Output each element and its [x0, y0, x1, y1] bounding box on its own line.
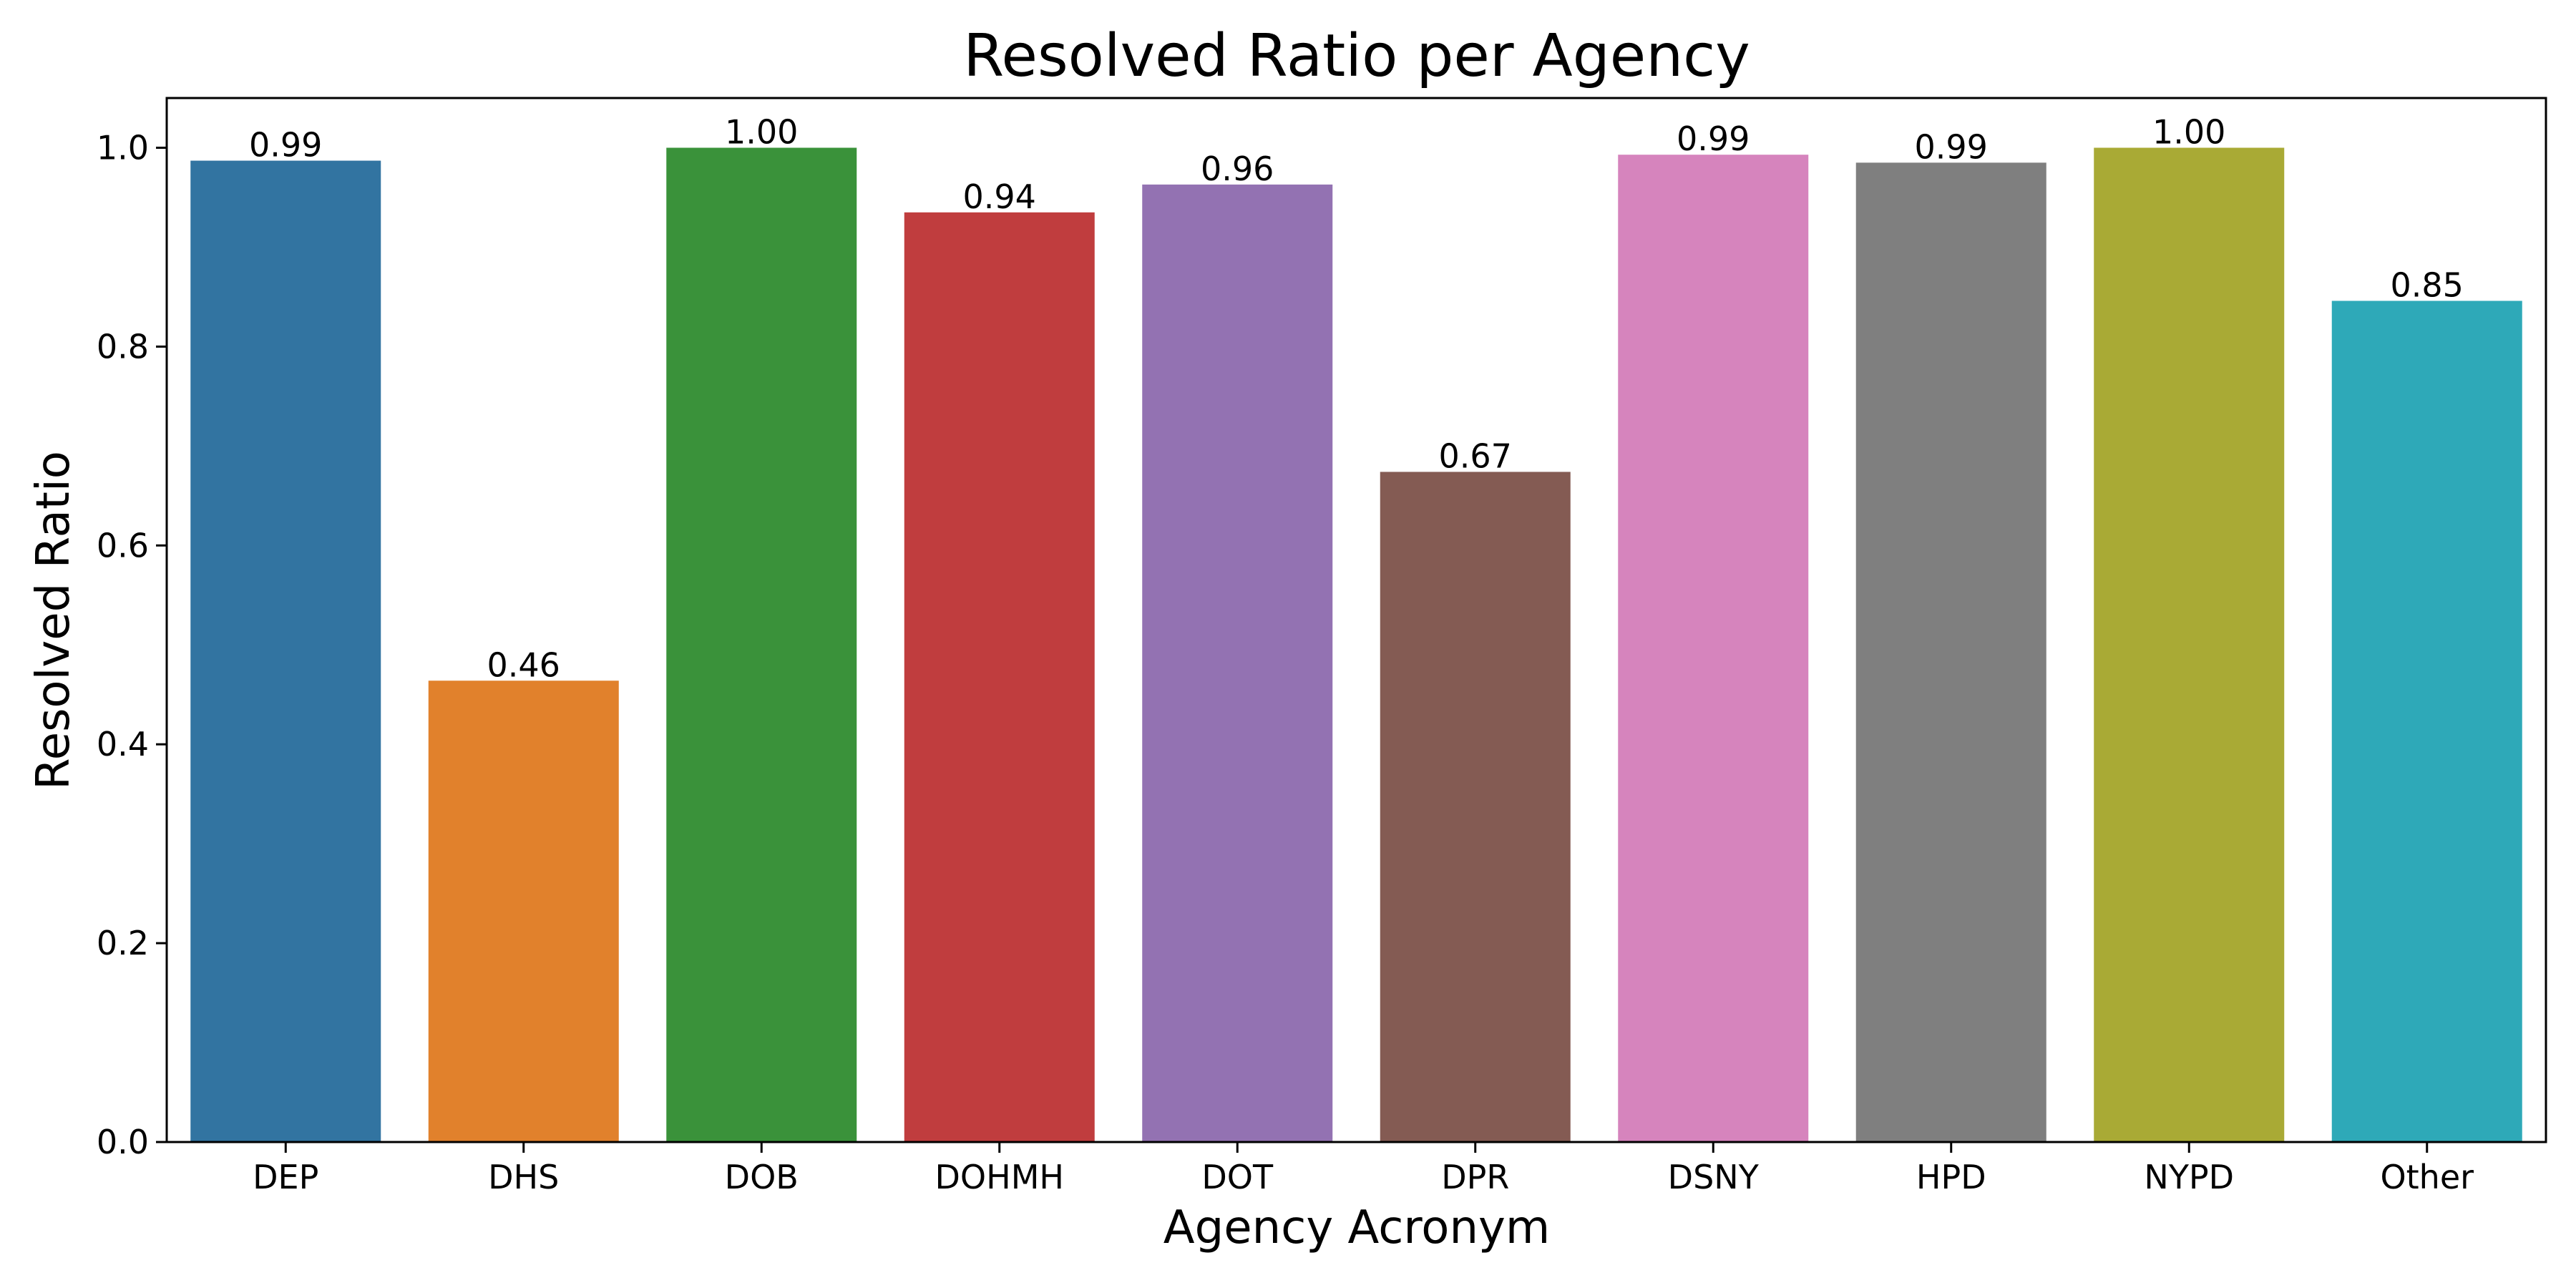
value-label-dob: 1.00 — [725, 112, 798, 151]
bar-dhs — [428, 680, 619, 1142]
value-label-dep: 0.99 — [249, 126, 322, 165]
x-tick-label-dob: DOB — [725, 1158, 799, 1196]
y-tick-label-2: 0.4 — [97, 725, 149, 763]
y-tick-label-0: 0.0 — [97, 1123, 149, 1161]
x-tick-label-dpr: DPR — [1441, 1158, 1509, 1196]
x-tick-label-hpd: HPD — [1916, 1158, 1986, 1196]
value-label-dsny: 0.99 — [1677, 119, 1750, 158]
y-tick-label-4: 0.8 — [97, 327, 149, 366]
bars-group — [190, 147, 2522, 1143]
bar-dohmh — [904, 212, 1095, 1143]
y-axis-label: Resolved Ratio — [27, 451, 80, 790]
x-tick-label-nypd: NYPD — [2144, 1158, 2234, 1196]
value-label-hpd: 0.99 — [1915, 127, 1988, 166]
y-tick-label-1: 0.2 — [97, 924, 149, 962]
value-label-dohmh: 0.94 — [963, 177, 1036, 216]
value-labels-group: 0.99 0.46 1.00 0.94 0.96 0.67 0.99 0.99 1.00 0.85 — [249, 112, 2464, 684]
bar-dpr — [1380, 472, 1571, 1142]
x-tick-label-dhs: DHS — [488, 1158, 559, 1196]
x-axis: DEP DHS DOB DOHMH DOT DPR DSNY HPD NYPD Other — [253, 1142, 2474, 1196]
bar-dep — [190, 160, 381, 1142]
x-tick-label-dsny: DSNY — [1668, 1158, 1760, 1196]
plot-frame — [165, 97, 2547, 1143]
x-tick-label-dot: DOT — [1201, 1158, 1274, 1196]
y-axis: 0.0 0.2 0.4 0.6 0.8 1.0 — [97, 128, 167, 1161]
bar-dob — [666, 147, 857, 1142]
value-label-nypd: 1.00 — [2152, 112, 2225, 151]
bar-nypd — [2094, 147, 2285, 1142]
value-label-dot: 0.96 — [1201, 150, 1274, 188]
x-axis-label: Agency Acronym — [1163, 1201, 1550, 1254]
x-tick-label-dohmh: DOHMH — [935, 1158, 1065, 1196]
value-label-dhs: 0.46 — [487, 645, 560, 684]
bar-other — [2331, 301, 2522, 1142]
y-tick-label-3: 0.6 — [97, 526, 149, 565]
bar-dot — [1142, 184, 1333, 1143]
y-tick-label-5: 1.0 — [97, 128, 149, 167]
bar-dsny — [1618, 155, 1809, 1142]
chart-title: Resolved Ratio per Agency — [963, 22, 1750, 90]
bar-hpd — [1855, 162, 2046, 1142]
x-tick-label-dep: DEP — [253, 1158, 318, 1196]
value-label-dpr: 0.67 — [1439, 436, 1512, 475]
value-label-other: 0.85 — [2391, 265, 2464, 304]
x-tick-label-other: Other — [2380, 1158, 2474, 1196]
